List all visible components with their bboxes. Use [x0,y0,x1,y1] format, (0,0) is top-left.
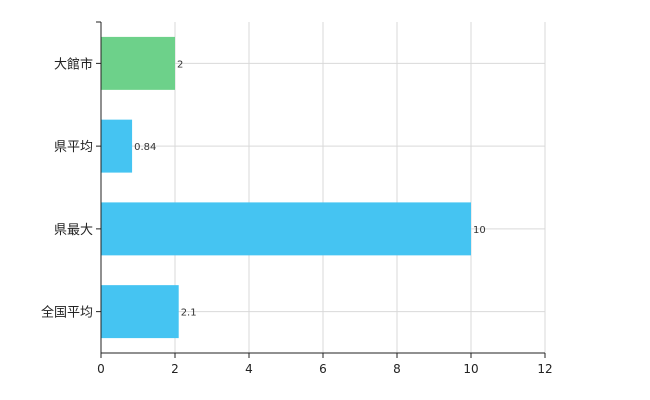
category-label: 全国平均 [41,305,93,321]
x-tick-label: 10 [463,362,478,376]
data-label: 0.84 [134,142,156,153]
labels: 0 2 4 6 8 10 12 大館市 2 県平均 0.84 県最大 10 全国平均 2.1 [41,56,553,376]
bar [101,119,133,173]
data-label: 10 [473,225,486,236]
x-tick-label: 8 [393,362,401,376]
tick-marks [96,21,546,358]
x-tick-label: 12 [537,362,552,376]
data-label: 2 [177,59,183,70]
x-tick-label: 4 [245,362,253,376]
x-tick-label: 6 [319,362,327,376]
bar [101,285,179,339]
bar [101,36,175,90]
data-label: 2.1 [181,308,197,319]
bar [101,202,471,256]
category-label: 大館市 [54,56,93,72]
category-label: 県最大 [54,223,93,238]
x-tick-label: 0 [97,362,105,376]
x-tick-label: 2 [171,362,179,376]
bars [101,36,471,339]
category-label: 県平均 [54,140,93,155]
